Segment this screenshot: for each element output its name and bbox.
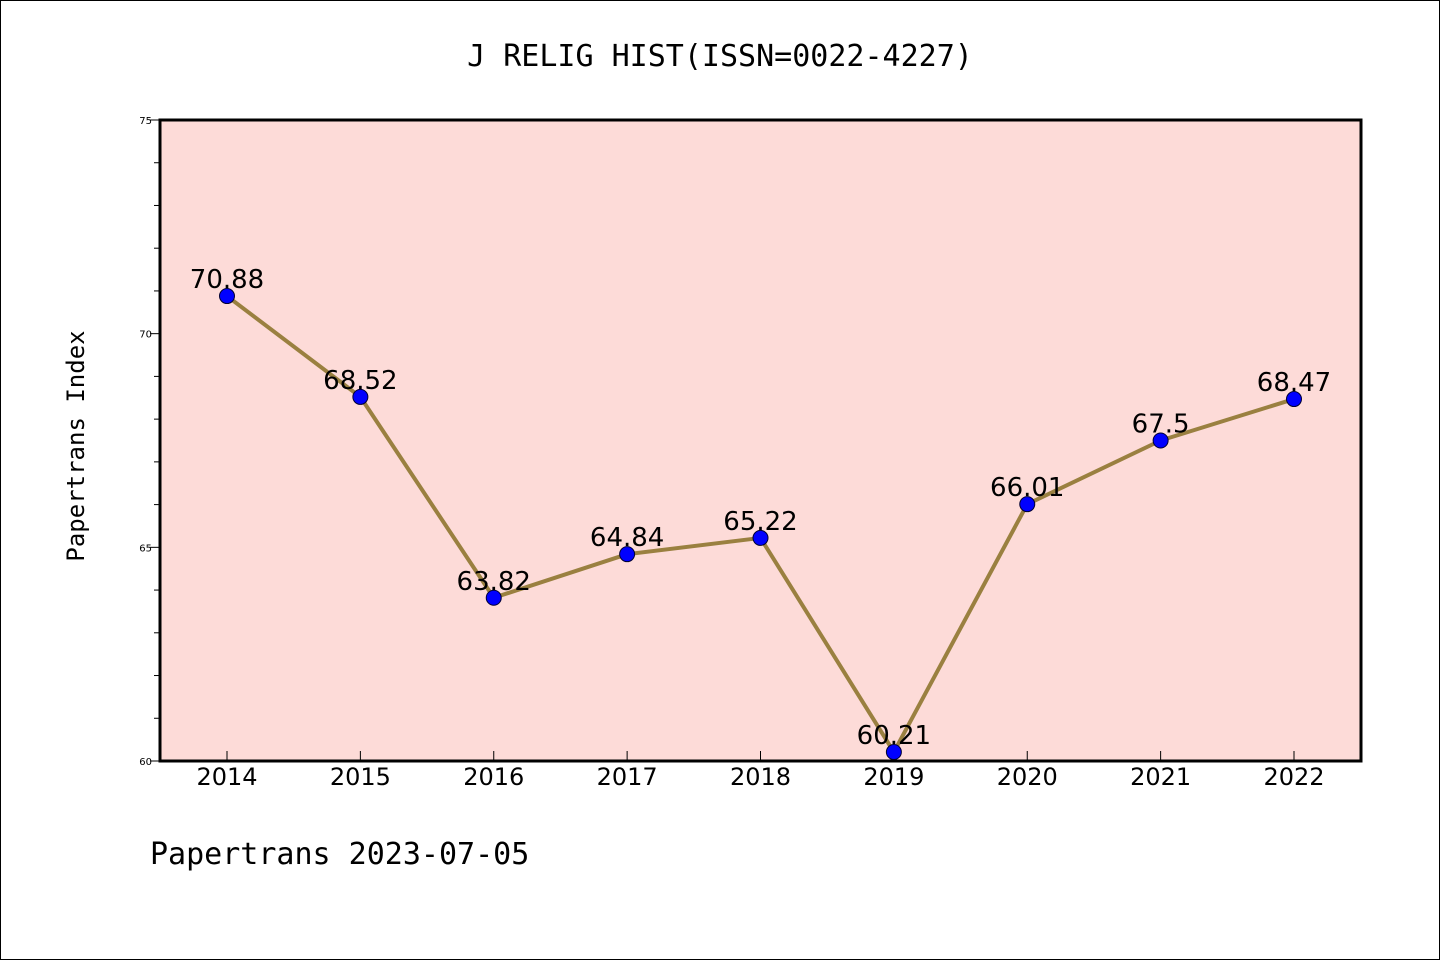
x-tick-label: 2022 bbox=[1263, 763, 1324, 791]
data-label: 70.88 bbox=[190, 265, 264, 295]
x-axis: 2014 2015 2016 2017 2018 2019 2020 2021 2022 bbox=[196, 751, 1325, 791]
x-tick-label: 2016 bbox=[463, 763, 524, 791]
data-point bbox=[485, 589, 502, 606]
data-label: 66.01 bbox=[990, 473, 1064, 503]
data-point bbox=[1152, 432, 1169, 449]
data-point bbox=[1019, 496, 1036, 513]
x-tick-label: 2014 bbox=[196, 763, 257, 791]
data-point bbox=[1286, 391, 1302, 408]
x-tick-label: 2020 bbox=[997, 763, 1058, 791]
data-label: 68.52 bbox=[323, 366, 397, 396]
y-tick-label: 60 bbox=[139, 757, 152, 768]
data-label: 64.84 bbox=[590, 523, 664, 553]
x-tick-label: 2015 bbox=[330, 763, 391, 791]
y-axis-label: Papertrans Index bbox=[62, 330, 90, 561]
footer-credit: Papertrans 2023-07-05 bbox=[150, 837, 529, 872]
y-axis: 60 65 70 75 bbox=[139, 116, 160, 768]
data-point bbox=[352, 388, 369, 405]
x-tick-label: 2017 bbox=[597, 763, 658, 791]
data-point bbox=[219, 288, 235, 305]
y-tick-label: 65 bbox=[139, 543, 152, 554]
data-points bbox=[219, 288, 1302, 761]
data-label: 67.5 bbox=[1132, 410, 1190, 440]
plot-border bbox=[158, 118, 1363, 763]
data-point bbox=[752, 529, 769, 546]
data-labels: 70.88 68.52 63.82 64.84 65.22 60.21 66.01 67.5 6… bbox=[190, 265, 1331, 751]
x-tick-label: 2021 bbox=[1130, 763, 1191, 791]
data-label: 65.22 bbox=[723, 507, 797, 537]
data-point bbox=[619, 546, 636, 563]
plot-area bbox=[160, 120, 1361, 761]
y-tick-label: 75 bbox=[139, 116, 152, 127]
x-tick-label: 2019 bbox=[863, 763, 924, 791]
data-label: 68.47 bbox=[1257, 368, 1331, 398]
y-tick-label: 70 bbox=[139, 330, 152, 341]
data-label: 60.21 bbox=[857, 721, 931, 751]
data-label: 63.82 bbox=[457, 567, 531, 597]
chart-title: J RELIG HIST(ISSN=0022-4227) bbox=[467, 39, 973, 74]
x-tick-label: 2018 bbox=[730, 763, 791, 791]
